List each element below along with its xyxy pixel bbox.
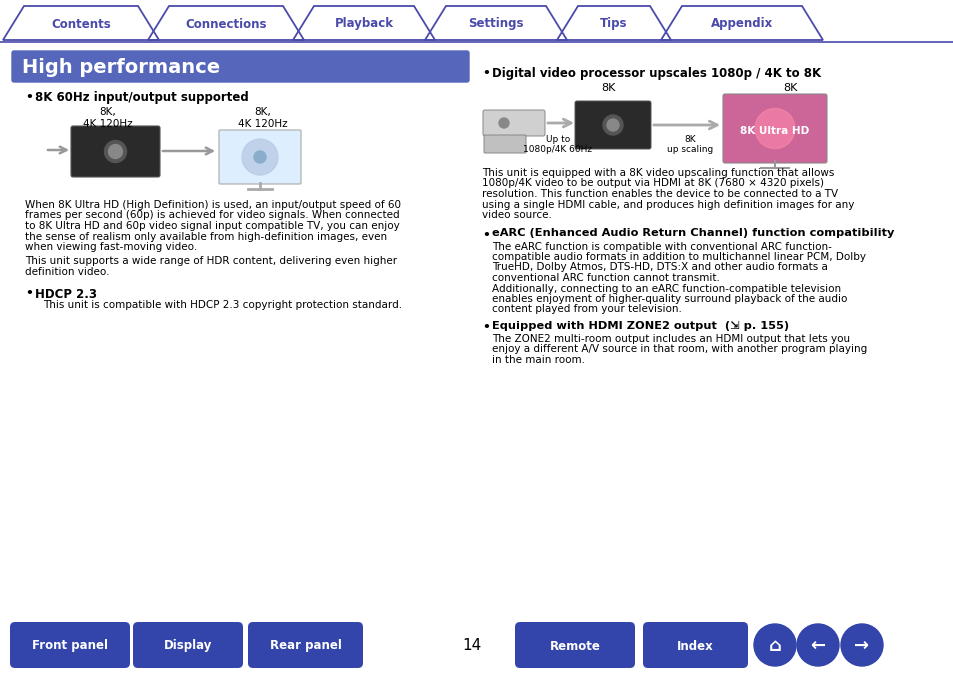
Text: This unit is equipped with a 8K video upscaling function that allows: This unit is equipped with a 8K video up… bbox=[481, 168, 834, 178]
Circle shape bbox=[253, 151, 266, 163]
FancyBboxPatch shape bbox=[12, 51, 469, 82]
Circle shape bbox=[754, 108, 794, 149]
Text: frames per second (60p) is achieved for video signals. When connected: frames per second (60p) is achieved for … bbox=[25, 211, 399, 221]
Text: •: • bbox=[25, 91, 32, 104]
Text: 14: 14 bbox=[462, 639, 481, 653]
FancyBboxPatch shape bbox=[71, 126, 160, 177]
Text: Playback: Playback bbox=[335, 17, 393, 30]
Text: Contents: Contents bbox=[51, 17, 111, 30]
FancyBboxPatch shape bbox=[483, 135, 525, 153]
Circle shape bbox=[753, 624, 795, 666]
Text: ←: ← bbox=[810, 637, 824, 655]
FancyBboxPatch shape bbox=[515, 622, 635, 668]
Text: ⌂: ⌂ bbox=[768, 637, 781, 655]
FancyBboxPatch shape bbox=[482, 110, 544, 136]
Circle shape bbox=[109, 145, 122, 159]
Text: video source.: video source. bbox=[481, 210, 551, 220]
Text: This unit supports a wide range of HDR content, delivering even higher: This unit supports a wide range of HDR c… bbox=[25, 256, 396, 267]
Text: Index: Index bbox=[677, 639, 713, 653]
Text: •: • bbox=[481, 67, 489, 80]
Text: eARC (Enhanced Audio Return Channel) function compatibility: eARC (Enhanced Audio Return Channel) fun… bbox=[492, 229, 894, 238]
Text: content played from your television.: content played from your television. bbox=[492, 304, 681, 314]
FancyBboxPatch shape bbox=[10, 622, 130, 668]
Circle shape bbox=[841, 624, 882, 666]
FancyBboxPatch shape bbox=[575, 101, 650, 149]
Text: Additionally, connecting to an eARC function-compatible television: Additionally, connecting to an eARC func… bbox=[492, 283, 841, 293]
Text: 1080p/4K video to be output via HDMI at 8K (7680 × 4320 pixels): 1080p/4K video to be output via HDMI at … bbox=[481, 178, 823, 188]
Text: This unit is compatible with HDCP 2.3 copyright protection standard.: This unit is compatible with HDCP 2.3 co… bbox=[43, 301, 402, 310]
Text: Remote: Remote bbox=[549, 639, 599, 653]
Text: Connections: Connections bbox=[185, 17, 267, 30]
FancyBboxPatch shape bbox=[722, 94, 826, 163]
Text: •: • bbox=[25, 287, 32, 301]
Text: Digital video processor upscales 1080p / 4K to 8K: Digital video processor upscales 1080p /… bbox=[492, 67, 821, 80]
Text: resolution. This function enables the device to be connected to a TV: resolution. This function enables the de… bbox=[481, 189, 838, 199]
Text: to 8K Ultra HD and 60p video signal input compatible TV, you can enjoy: to 8K Ultra HD and 60p video signal inpu… bbox=[25, 221, 399, 231]
Text: 8K,
4K 120Hz: 8K, 4K 120Hz bbox=[83, 107, 132, 129]
Text: Appendix: Appendix bbox=[710, 17, 772, 30]
Text: 8K,
4K 120Hz: 8K, 4K 120Hz bbox=[238, 107, 288, 129]
FancyBboxPatch shape bbox=[248, 622, 363, 668]
Text: Display: Display bbox=[164, 639, 212, 653]
Text: conventional ARC function cannot transmit.: conventional ARC function cannot transmi… bbox=[492, 273, 720, 283]
Text: enables enjoyment of higher-quality surround playback of the audio: enables enjoyment of higher-quality surr… bbox=[492, 294, 846, 304]
Text: 8K 60Hz input/output supported: 8K 60Hz input/output supported bbox=[35, 91, 249, 104]
Text: 8K Ultra HD: 8K Ultra HD bbox=[740, 125, 809, 135]
Circle shape bbox=[606, 119, 618, 131]
Text: HDCP 2.3: HDCP 2.3 bbox=[35, 287, 97, 301]
Text: definition video.: definition video. bbox=[25, 267, 110, 277]
Text: Tips: Tips bbox=[599, 17, 627, 30]
Text: using a single HDMI cable, and produces high definition images for any: using a single HDMI cable, and produces … bbox=[481, 199, 854, 209]
Text: Rear panel: Rear panel bbox=[270, 639, 341, 653]
Text: 8K
up scaling: 8K up scaling bbox=[666, 135, 713, 154]
Text: TrueHD, Dolby Atmos, DTS-HD, DTS:X and other audio formats a: TrueHD, Dolby Atmos, DTS-HD, DTS:X and o… bbox=[492, 262, 827, 273]
FancyBboxPatch shape bbox=[219, 130, 301, 184]
Text: 8K: 8K bbox=[600, 83, 615, 93]
Text: When 8K Ultra HD (High Definition) is used, an input/output speed of 60: When 8K Ultra HD (High Definition) is us… bbox=[25, 200, 400, 210]
Circle shape bbox=[105, 141, 127, 162]
Text: compatible audio formats in addition to multichannel linear PCM, Dolby: compatible audio formats in addition to … bbox=[492, 252, 865, 262]
Circle shape bbox=[602, 115, 622, 135]
Text: High performance: High performance bbox=[22, 58, 220, 77]
Circle shape bbox=[796, 624, 838, 666]
Circle shape bbox=[498, 118, 509, 128]
Text: when viewing fast-moving video.: when viewing fast-moving video. bbox=[25, 242, 197, 252]
FancyBboxPatch shape bbox=[132, 622, 243, 668]
Text: Settings: Settings bbox=[468, 17, 523, 30]
Text: 8K: 8K bbox=[782, 83, 797, 93]
Text: Front panel: Front panel bbox=[32, 639, 108, 653]
Text: in the main room.: in the main room. bbox=[492, 355, 584, 365]
Text: •: • bbox=[481, 321, 489, 334]
Text: The ZONE2 multi-room output includes an HDMI output that lets you: The ZONE2 multi-room output includes an … bbox=[492, 334, 849, 344]
Text: the sense of realism only available from high-definition images, even: the sense of realism only available from… bbox=[25, 232, 387, 242]
Text: The eARC function is compatible with conventional ARC function-: The eARC function is compatible with con… bbox=[492, 242, 831, 252]
Text: enjoy a different A/V source in that room, with another program playing: enjoy a different A/V source in that roo… bbox=[492, 345, 866, 355]
Text: Equipped with HDMI ZONE2 output  (⇲ p. 155): Equipped with HDMI ZONE2 output (⇲ p. 15… bbox=[492, 321, 788, 331]
FancyBboxPatch shape bbox=[642, 622, 747, 668]
Text: Up to
1080p/4K 60Hz: Up to 1080p/4K 60Hz bbox=[523, 135, 592, 154]
Text: •: • bbox=[481, 229, 489, 242]
Text: →: → bbox=[854, 637, 868, 655]
Circle shape bbox=[242, 139, 277, 175]
